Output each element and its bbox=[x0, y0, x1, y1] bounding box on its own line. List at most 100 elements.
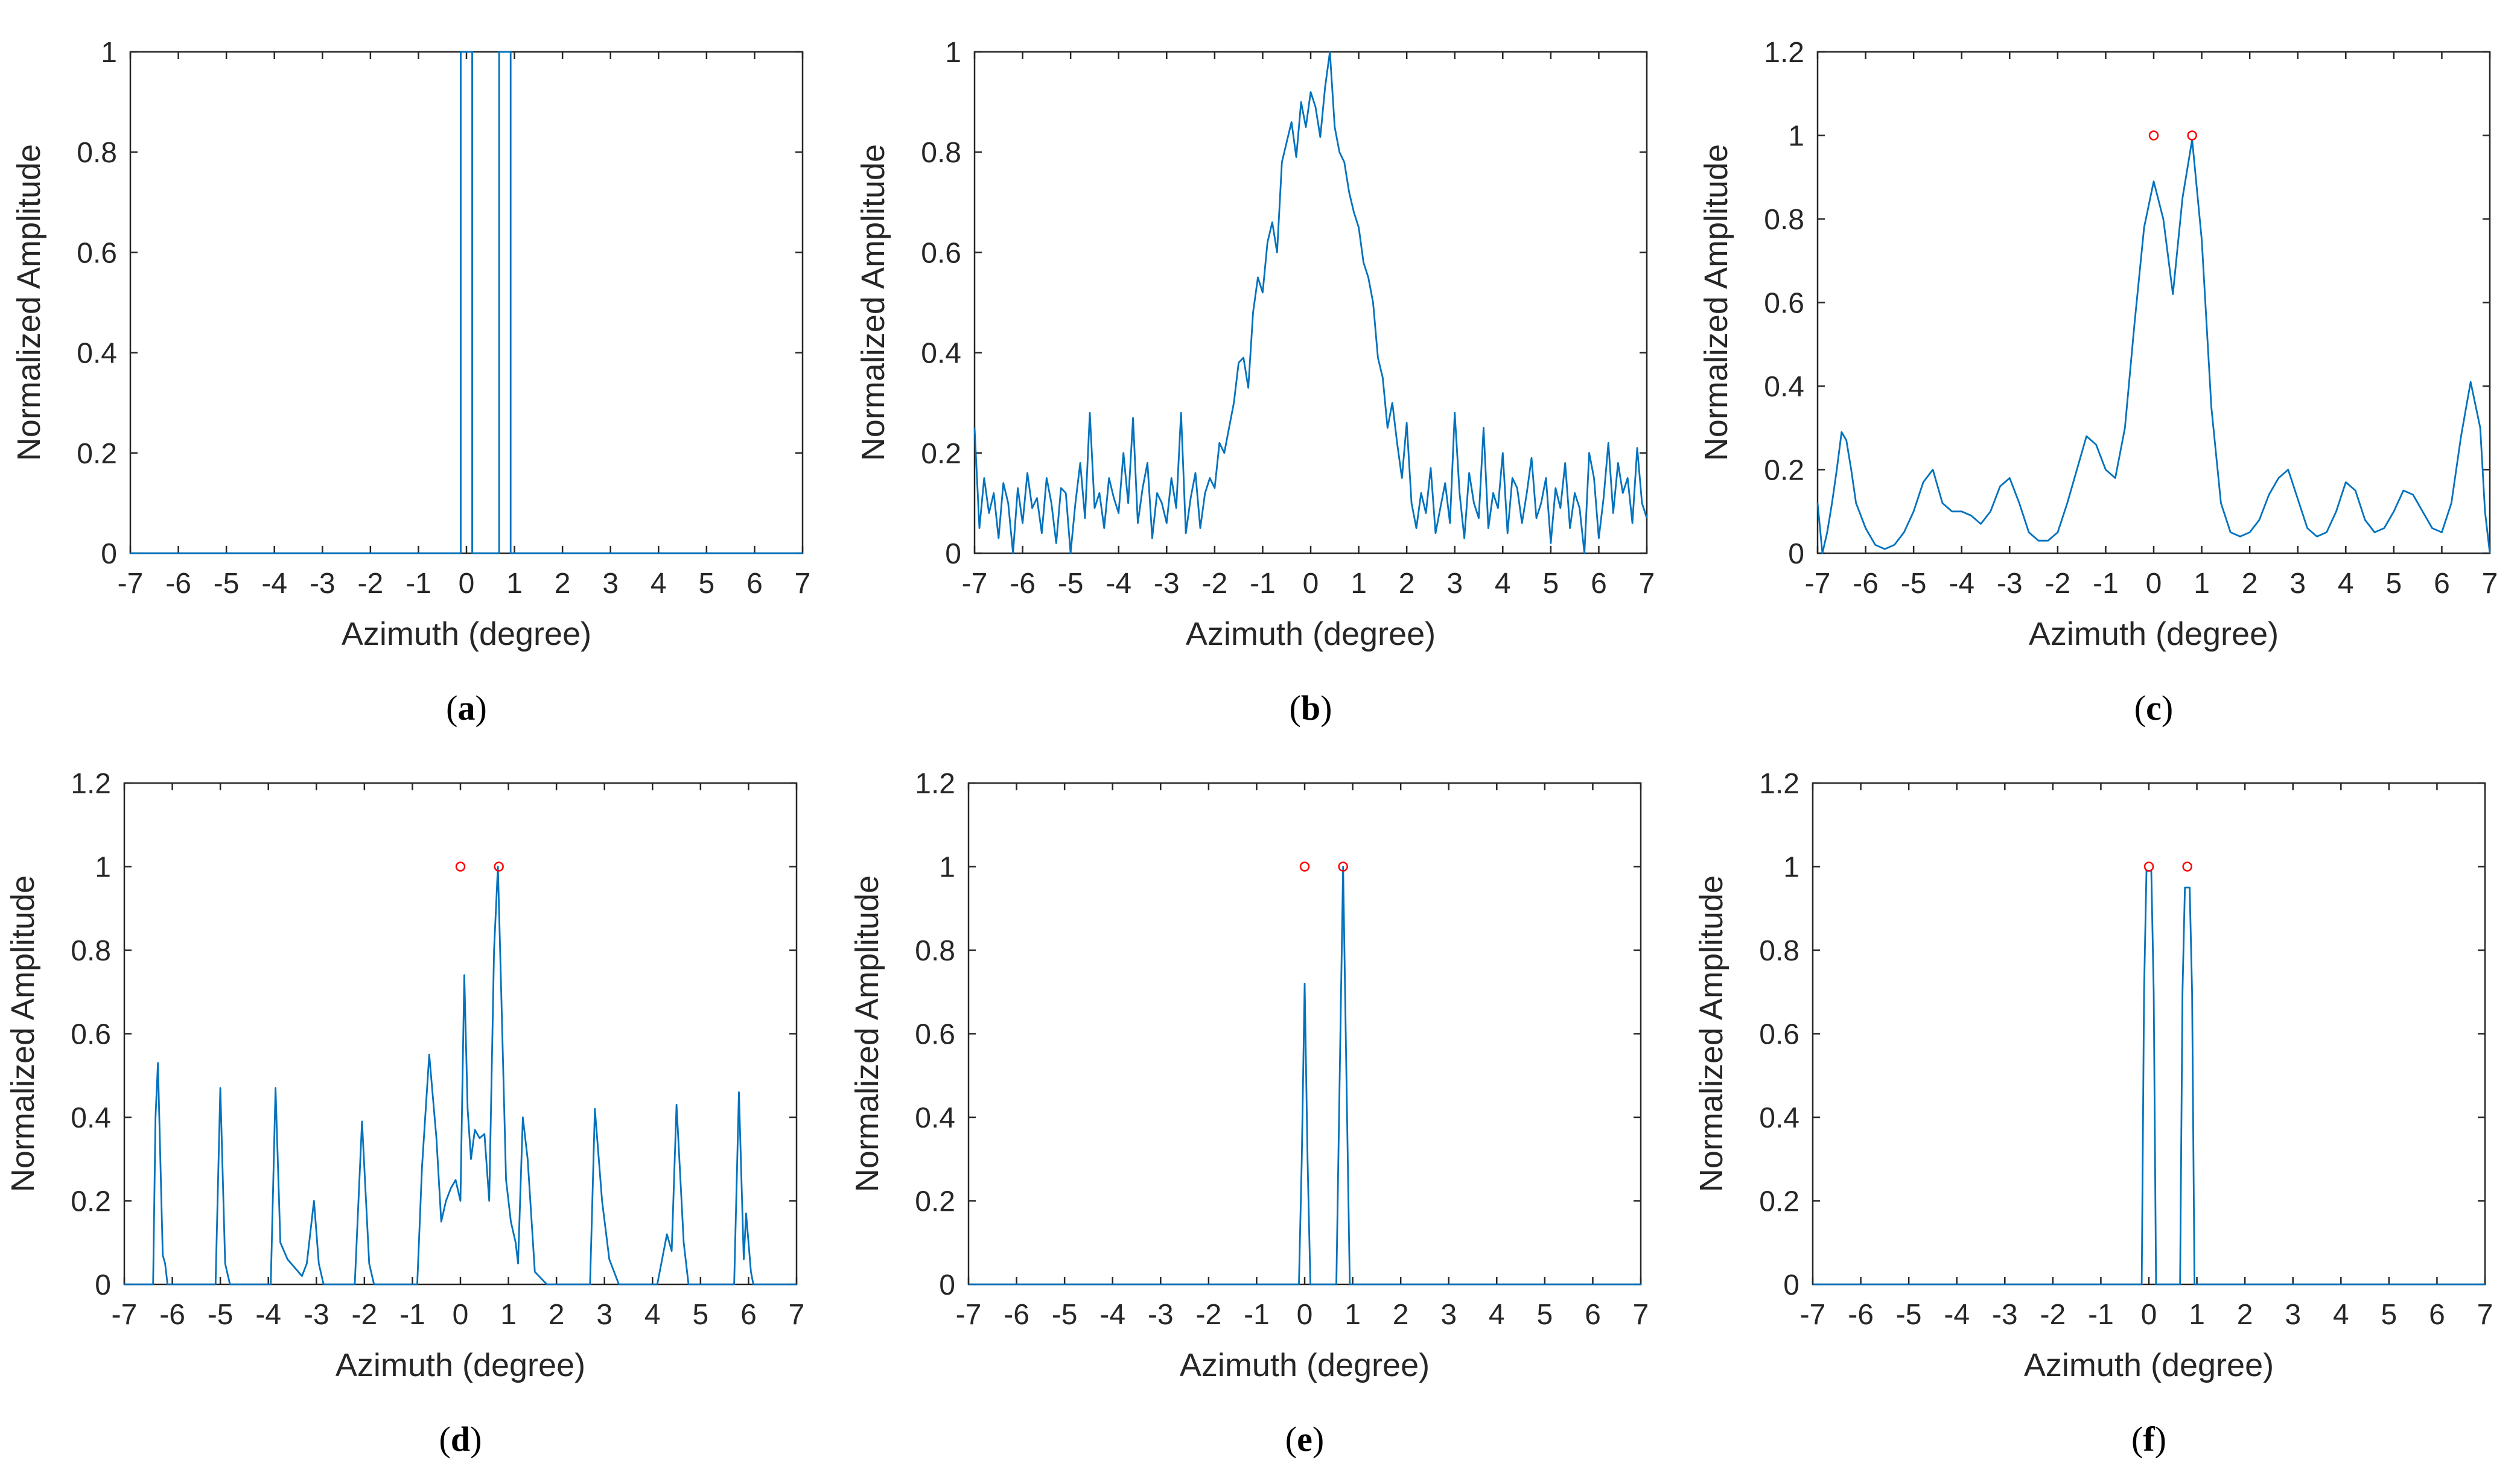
x-tick-label: 4 bbox=[2338, 568, 2354, 600]
x-tick-label: 7 bbox=[789, 1299, 805, 1331]
x-tick-label: -3 bbox=[1992, 1299, 2018, 1331]
y-axis-title: Normalized Amplitude bbox=[855, 144, 891, 461]
panel-b: -7 -6 -5 -4 -3 -2 -1 0 1 2 3 4 5 6 700.20.40.60.81Azim… bbox=[855, 37, 1655, 728]
x-tick-label: 7 bbox=[1633, 1299, 1649, 1331]
target-marker bbox=[2148, 130, 2159, 141]
x-tick-label: -4 bbox=[1106, 568, 1131, 600]
y-tick-label: 0 bbox=[101, 538, 117, 570]
y-tick-label: 0.8 bbox=[915, 935, 955, 967]
x-axis-title: Azimuth (degree) bbox=[336, 1347, 585, 1383]
series-line-spectrum bbox=[1813, 870, 2485, 1286]
y-tick-label: 1 bbox=[939, 852, 955, 884]
x-tick-label: 0 bbox=[1303, 568, 1319, 600]
y-tick-label: 0.8 bbox=[1759, 935, 1799, 967]
y-tick-label: 1.2 bbox=[915, 768, 955, 800]
x-tick-label: 0 bbox=[453, 1299, 469, 1331]
x-tick-label: -6 bbox=[165, 568, 191, 600]
x-tick-label: -7 bbox=[962, 568, 988, 600]
x-tick-label: 2 bbox=[549, 1299, 565, 1331]
x-tick-label: -4 bbox=[255, 1299, 281, 1331]
x-tick-label: 5 bbox=[1543, 568, 1559, 600]
x-tick-label: -1 bbox=[2088, 1299, 2114, 1331]
y-tick-label: 1 bbox=[1788, 121, 1804, 153]
y-tick-label: 0.2 bbox=[77, 438, 117, 470]
x-tick-label: 2 bbox=[2237, 1299, 2253, 1331]
panel-caption: (c) bbox=[2134, 688, 2173, 728]
x-tick-label: -1 bbox=[1244, 1299, 1270, 1331]
y-tick-label: 0.6 bbox=[71, 1019, 111, 1051]
x-tick-label: 7 bbox=[795, 568, 811, 600]
x-tick-label: 1 bbox=[2194, 568, 2210, 600]
x-axis-title: Azimuth (degree) bbox=[1180, 1347, 1430, 1383]
x-tick-label: -3 bbox=[1148, 1299, 1174, 1331]
panel-d: -7 -6 -5 -4 -3 -2 -1 0 1 2 3 4 5 6 700.20.40.60.811.2A… bbox=[5, 768, 804, 1459]
x-tick-label: 5 bbox=[1537, 1299, 1553, 1331]
x-tick-label: -5 bbox=[1896, 1299, 1922, 1331]
x-tick-label: -3 bbox=[310, 568, 336, 600]
series-line-spectrum bbox=[124, 866, 797, 1286]
y-tick-label: 0.2 bbox=[1764, 455, 1804, 487]
y-tick-label: 0.8 bbox=[71, 935, 111, 967]
y-tick-label: 0 bbox=[939, 1269, 955, 1301]
x-tick-label: -1 bbox=[406, 568, 431, 600]
x-tick-label: -7 bbox=[1805, 568, 1831, 600]
x-tick-label: -1 bbox=[1250, 568, 1276, 600]
x-tick-label: 3 bbox=[602, 568, 619, 600]
x-tick-label: 6 bbox=[2434, 568, 2450, 600]
x-tick-label: -6 bbox=[1004, 1299, 1029, 1331]
y-tick-label: 1.2 bbox=[1764, 37, 1804, 69]
x-tick-label: 2 bbox=[2242, 568, 2258, 600]
y-axis-title: Normalized Amplitude bbox=[5, 875, 41, 1192]
x-tick-label: -3 bbox=[1997, 568, 2023, 600]
x-tick-label: 0 bbox=[2146, 568, 2162, 600]
y-axis-title: Normalized Amplitude bbox=[849, 875, 885, 1192]
x-tick-label: -2 bbox=[1202, 568, 1228, 600]
x-tick-label: 0 bbox=[1297, 1299, 1313, 1331]
x-tick-label: 5 bbox=[693, 1299, 709, 1331]
x-tick-label: 2 bbox=[1399, 568, 1415, 600]
x-tick-label: 3 bbox=[2285, 1299, 2301, 1331]
y-tick-label: 1 bbox=[945, 37, 961, 69]
x-tick-label: 6 bbox=[740, 1299, 757, 1331]
x-tick-label: 3 bbox=[1440, 1299, 1457, 1331]
y-tick-label: 1.2 bbox=[1759, 768, 1799, 800]
x-tick-label: 6 bbox=[746, 568, 763, 600]
panel-f: -7 -6 -5 -4 -3 -2 -1 0 1 2 3 4 5 6 700.20.40.60.811.2A… bbox=[1693, 768, 2493, 1459]
y-tick-label: 0.8 bbox=[921, 137, 961, 169]
x-tick-label: 6 bbox=[2429, 1299, 2445, 1331]
x-tick-label: -4 bbox=[1949, 568, 1974, 600]
x-tick-label: -7 bbox=[112, 1299, 138, 1331]
panel-caption: (e) bbox=[1285, 1420, 1324, 1459]
y-axis-title: Normalized Amplitude bbox=[1693, 875, 1729, 1192]
x-tick-label: 1 bbox=[1351, 568, 1367, 600]
y-tick-label: 0.8 bbox=[1764, 204, 1804, 236]
x-tick-label: 4 bbox=[1489, 1299, 1505, 1331]
y-tick-label: 1 bbox=[1783, 852, 1799, 884]
axes-box bbox=[1812, 782, 2486, 1286]
x-tick-label: -6 bbox=[1848, 1299, 1874, 1331]
x-axis-title: Azimuth (degree) bbox=[342, 616, 591, 652]
panel-caption: (f) bbox=[2131, 1420, 2166, 1459]
x-tick-label: -1 bbox=[2093, 568, 2119, 600]
target-marker bbox=[455, 861, 466, 872]
x-tick-label: 0 bbox=[2141, 1299, 2157, 1331]
x-tick-label: -2 bbox=[1196, 1299, 1222, 1331]
target-marker bbox=[2143, 861, 2154, 872]
x-tick-label: 1 bbox=[506, 568, 523, 600]
target-marker bbox=[1299, 861, 1310, 872]
x-axis-title: Azimuth (degree) bbox=[2024, 1347, 2274, 1383]
x-tick-label: -2 bbox=[358, 568, 384, 600]
x-tick-label: -4 bbox=[261, 568, 287, 600]
x-tick-label: -3 bbox=[1154, 568, 1180, 600]
y-tick-label: 0.6 bbox=[915, 1019, 955, 1051]
x-tick-label: 5 bbox=[2381, 1299, 2398, 1331]
target-marker bbox=[1338, 861, 1348, 872]
x-tick-label: 7 bbox=[1639, 568, 1655, 600]
x-tick-label: -4 bbox=[1944, 1299, 1970, 1331]
x-tick-label: 3 bbox=[1446, 568, 1463, 600]
x-axis-title: Azimuth (degree) bbox=[2029, 616, 2279, 652]
y-tick-label: 0.2 bbox=[1759, 1186, 1799, 1218]
x-tick-label: -5 bbox=[1052, 1299, 1078, 1331]
x-tick-label: -6 bbox=[159, 1299, 185, 1331]
x-tick-label: -7 bbox=[118, 568, 144, 600]
